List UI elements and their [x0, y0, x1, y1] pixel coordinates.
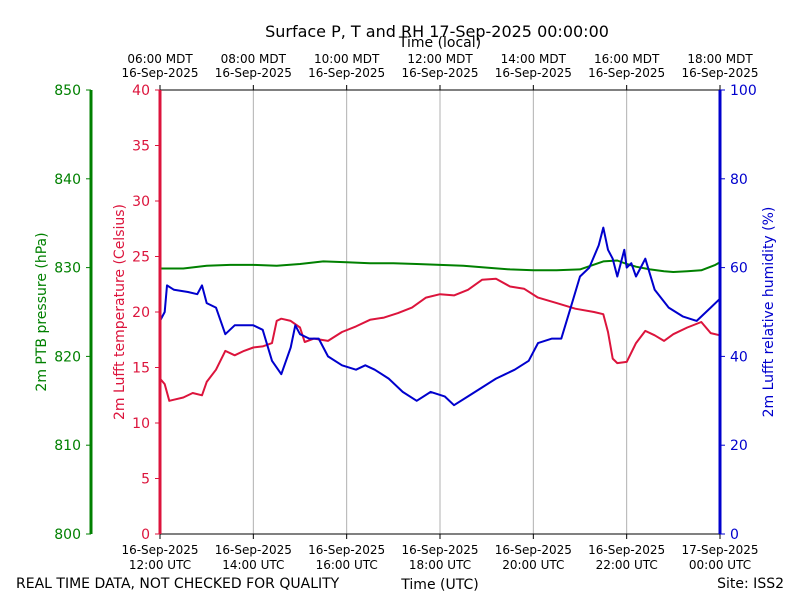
pressure-tick-label: 840	[54, 172, 81, 188]
chart-title: Surface P, T and RH 17-Sep-2025 00:00:00	[265, 22, 609, 41]
x-tick-label-time: 20:00 UTC	[502, 558, 564, 572]
x-tick-label-time: 14:00 UTC	[222, 558, 284, 572]
x-tick-label-date: 16-Sep-2025	[495, 543, 572, 557]
humidity-axis-label: 2m Lufft relative humidity (%)	[761, 207, 777, 418]
x-tick-label-date: 16-Sep-2025	[588, 543, 665, 557]
temperature-tick-label: 10	[132, 416, 150, 432]
pressure-tick-label: 810	[54, 438, 81, 454]
top-tick-label-date: 16-Sep-2025	[215, 66, 292, 80]
top-tick-label-time: 06:00 MDT	[127, 52, 193, 66]
x-tick-label-time: 16:00 UTC	[316, 558, 378, 572]
temperature-tick-label: 5	[141, 472, 150, 488]
x-tick-label-date: 16-Sep-2025	[121, 543, 198, 557]
series-layer	[159, 226, 721, 407]
humidity-series-line	[159, 226, 721, 407]
bottom-axis-title: Time (UTC)	[400, 577, 478, 593]
pressure-tick-label: 830	[54, 261, 81, 277]
footer-site-label: Site: ISS2	[717, 576, 784, 592]
humidity-tick-label: 100	[730, 83, 757, 99]
footer-quality-note: REAL TIME DATA, NOT CHECKED FOR QUALITY	[16, 576, 340, 592]
temperature-series-line	[159, 277, 721, 402]
grid-lines	[252, 90, 628, 534]
temperature-tick-label: 0	[141, 527, 150, 543]
temperature-tick-label: 40	[132, 83, 150, 99]
temperature-tick-label: 20	[132, 305, 150, 321]
top-tick-label-date: 16-Sep-2025	[681, 66, 758, 80]
top-tick-label-time: 16:00 MDT	[594, 52, 660, 66]
top-tick-label-date: 16-Sep-2025	[495, 66, 572, 80]
top-tick-label-time: 14:00 MDT	[501, 52, 567, 66]
x-tick-label-time: 18:00 UTC	[409, 558, 471, 572]
top-tick-label-time: 12:00 MDT	[407, 52, 473, 66]
temperature-axis-label: 2m Lufft temperature (Celsius)	[112, 204, 128, 420]
humidity-tick-label: 0	[730, 527, 739, 543]
pressure-tick-label: 850	[54, 83, 81, 99]
temperature-tick-label: 35	[132, 139, 150, 155]
humidity-tick-label: 60	[730, 261, 748, 277]
temperature-tick-label: 25	[132, 250, 150, 266]
humidity-tick-label: 80	[730, 172, 748, 188]
pressure-tick-label: 820	[54, 349, 81, 365]
top-tick-label-date: 16-Sep-2025	[401, 66, 478, 80]
pressure-series-line	[160, 259, 721, 273]
top-tick-label-time: 10:00 MDT	[314, 52, 380, 66]
pressure-axis-label: 2m PTB pressure (hPa)	[34, 232, 50, 391]
x-tick-label-date: 16-Sep-2025	[308, 543, 385, 557]
humidity-tick-label: 20	[730, 438, 748, 454]
temperature-tick-label: 15	[132, 361, 150, 377]
x-tick-label-date: 16-Sep-2025	[215, 543, 292, 557]
x-tick-label-date: 17-Sep-2025	[681, 543, 758, 557]
top-tick-label-time: 08:00 MDT	[221, 52, 287, 66]
x-tick-label-time: 22:00 UTC	[596, 558, 658, 572]
top-tick-label-date: 16-Sep-2025	[308, 66, 385, 80]
top-axis-title: Time (local)	[398, 35, 481, 51]
temperature-tick-label: 30	[132, 194, 150, 210]
x-tick-label-date: 16-Sep-2025	[401, 543, 478, 557]
humidity-tick-label: 40	[730, 349, 748, 365]
pressure-tick-label: 800	[54, 527, 81, 543]
x-tick-label-time: 00:00 UTC	[689, 558, 751, 572]
top-tick-label-date: 16-Sep-2025	[121, 66, 198, 80]
top-tick-label-date: 16-Sep-2025	[588, 66, 665, 80]
x-tick-label-time: 12:00 UTC	[129, 558, 191, 572]
top-tick-label-time: 18:00 MDT	[687, 52, 753, 66]
